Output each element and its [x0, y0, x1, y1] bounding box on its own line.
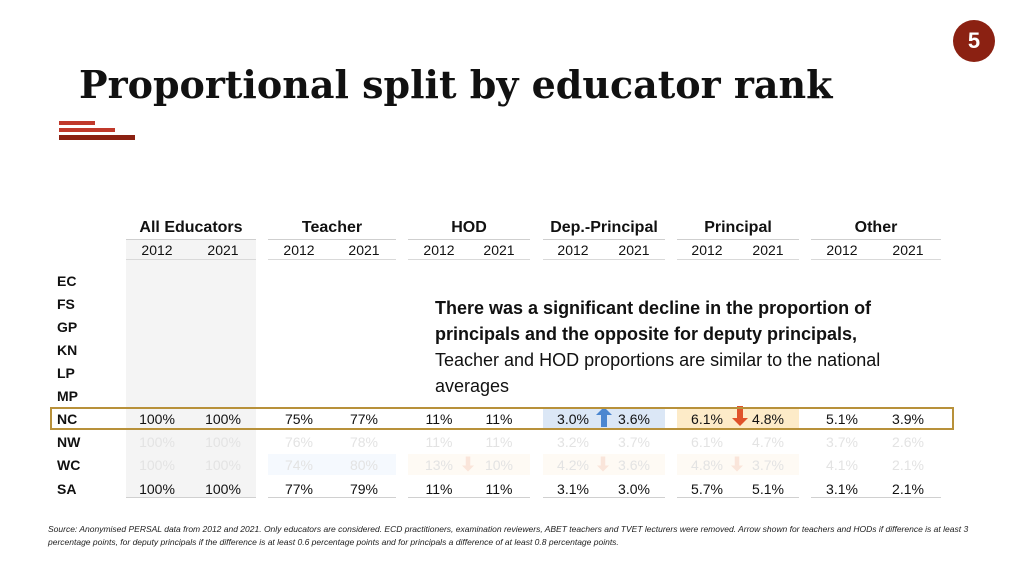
callout-normal: Teacher and HOD proportions are similar …	[435, 350, 881, 396]
table-cell: 100%	[205, 434, 241, 450]
table-cell: 5.1%	[752, 481, 784, 497]
row-label-mp: MP	[57, 388, 78, 404]
year-header: 2012	[826, 242, 858, 258]
group-header-teacher: Teacher	[301, 219, 363, 236]
group-header-hod: HOD	[451, 219, 487, 236]
table-cell: 100%	[139, 434, 175, 450]
table-cell: 13%	[424, 457, 454, 473]
year-header: 2012	[283, 242, 315, 258]
table-cell: 3.9%	[892, 411, 924, 427]
table-cell: 4.7%	[752, 434, 784, 450]
table-cell: 77%	[349, 411, 379, 427]
table-cell: 74%	[284, 457, 314, 473]
all-educators-band	[126, 240, 256, 498]
table-cell: 100%	[139, 411, 175, 427]
up-arrow-icon	[596, 407, 612, 427]
row-label-wc: WC	[57, 457, 81, 473]
table-cell: 75%	[284, 411, 314, 427]
table-cell: 3.1%	[557, 481, 589, 497]
table-cell: 3.6%	[618, 457, 650, 473]
table-cell: 3.1%	[826, 481, 858, 497]
down-arrow-icon	[597, 456, 609, 472]
year-header: 2012	[141, 242, 173, 258]
table-cell: 3.0%	[557, 411, 589, 427]
row-label-gp: GP	[57, 319, 78, 335]
table-cell: 100%	[139, 457, 175, 473]
table-cell: 2.1%	[892, 457, 924, 473]
table-cell: 80%	[349, 457, 379, 473]
group-header-dep-principal: Dep.-Principal	[550, 219, 658, 236]
year-header: 2012	[557, 242, 589, 258]
down-arrow-icon	[462, 456, 474, 472]
table-cell: 100%	[205, 411, 241, 427]
nc-row-highlight	[50, 407, 954, 430]
wc-principal-faded-band	[677, 454, 799, 475]
table-cell: 100%	[205, 481, 241, 497]
table-cell: 79%	[349, 481, 379, 497]
callout-text: There was a significant decline in the p…	[435, 295, 905, 399]
table-cell: 3.2%	[557, 434, 589, 450]
year-header: 2021	[348, 242, 380, 258]
year-header: 2012	[423, 242, 455, 258]
row-label-kn: KN	[57, 342, 78, 358]
table-cell: 3.7%	[618, 434, 650, 450]
row-label-nw: NW	[57, 434, 81, 450]
row-label-nc: NC	[57, 411, 78, 427]
table-cell: 11%	[425, 481, 453, 497]
table-cell: 5.1%	[826, 411, 858, 427]
table-cell: 6.1%	[691, 411, 723, 427]
row-label-ec: EC	[57, 273, 77, 289]
table-cell: 11%	[425, 434, 453, 450]
table-cell: 4.8%	[691, 457, 723, 473]
year-header: 2021	[483, 242, 515, 258]
table-cell: 100%	[205, 457, 241, 473]
year-header: 2021	[892, 242, 924, 258]
table-cell: 3.0%	[618, 481, 650, 497]
table-cell: 11%	[485, 481, 513, 497]
table-cell: 5.7%	[691, 481, 723, 497]
table-cell: 4.1%	[826, 457, 858, 473]
group-header-principal: Principal	[704, 219, 772, 236]
table-cell: 6.1%	[691, 434, 723, 450]
row-label-fs: FS	[57, 296, 75, 312]
table-cell: 2.1%	[892, 481, 924, 497]
table-cell: 10%	[484, 457, 514, 473]
table-cell: 2.6%	[892, 434, 924, 450]
year-header: 2012	[691, 242, 723, 258]
table-cell: 3.6%	[618, 411, 650, 427]
table-cell: 4.8%	[752, 411, 784, 427]
year-header: 2021	[752, 242, 784, 258]
table-cell: 77%	[284, 481, 314, 497]
table-cell: 3.7%	[752, 457, 784, 473]
table-cell: 11%	[425, 411, 453, 427]
table-cell: 4.2%	[557, 457, 589, 473]
callout-bold: There was a significant decline in the p…	[435, 298, 872, 344]
table-cell: 11%	[485, 411, 513, 427]
group-header-other: Other	[854, 219, 898, 236]
year-header: 2021	[618, 242, 650, 258]
group-header-all-educators: All Educators	[139, 219, 243, 236]
source-footnote: Source: Anonymised PERSAL data from 2012…	[48, 524, 969, 547]
table-cell: 11%	[485, 434, 513, 450]
year-header: 2021	[207, 242, 239, 258]
down-arrow-icon	[732, 406, 748, 426]
page-title: Proportional split by educator rank	[79, 62, 833, 107]
table-cell: 76%	[284, 434, 314, 450]
wc-dep-faded-band	[543, 454, 665, 475]
slide-number-badge: 5	[953, 20, 995, 62]
down-arrow-icon	[731, 456, 743, 472]
table-cell: 100%	[139, 481, 175, 497]
row-label-sa: SA	[57, 481, 77, 497]
wc-teacher-faded-band	[268, 454, 396, 475]
table-cell: 78%	[349, 434, 379, 450]
wc-hod-faded-band	[408, 454, 530, 475]
row-label-lp: LP	[57, 365, 75, 381]
table-cell: 3.7%	[826, 434, 858, 450]
